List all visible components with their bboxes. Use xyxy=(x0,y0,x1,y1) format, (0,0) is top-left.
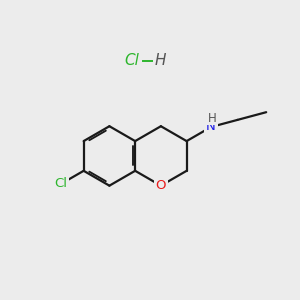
Text: Cl: Cl xyxy=(55,177,68,190)
Text: Cl: Cl xyxy=(124,53,139,68)
Text: N: N xyxy=(206,121,216,134)
Text: H: H xyxy=(155,53,166,68)
Text: H: H xyxy=(208,112,217,124)
Text: O: O xyxy=(156,179,166,192)
